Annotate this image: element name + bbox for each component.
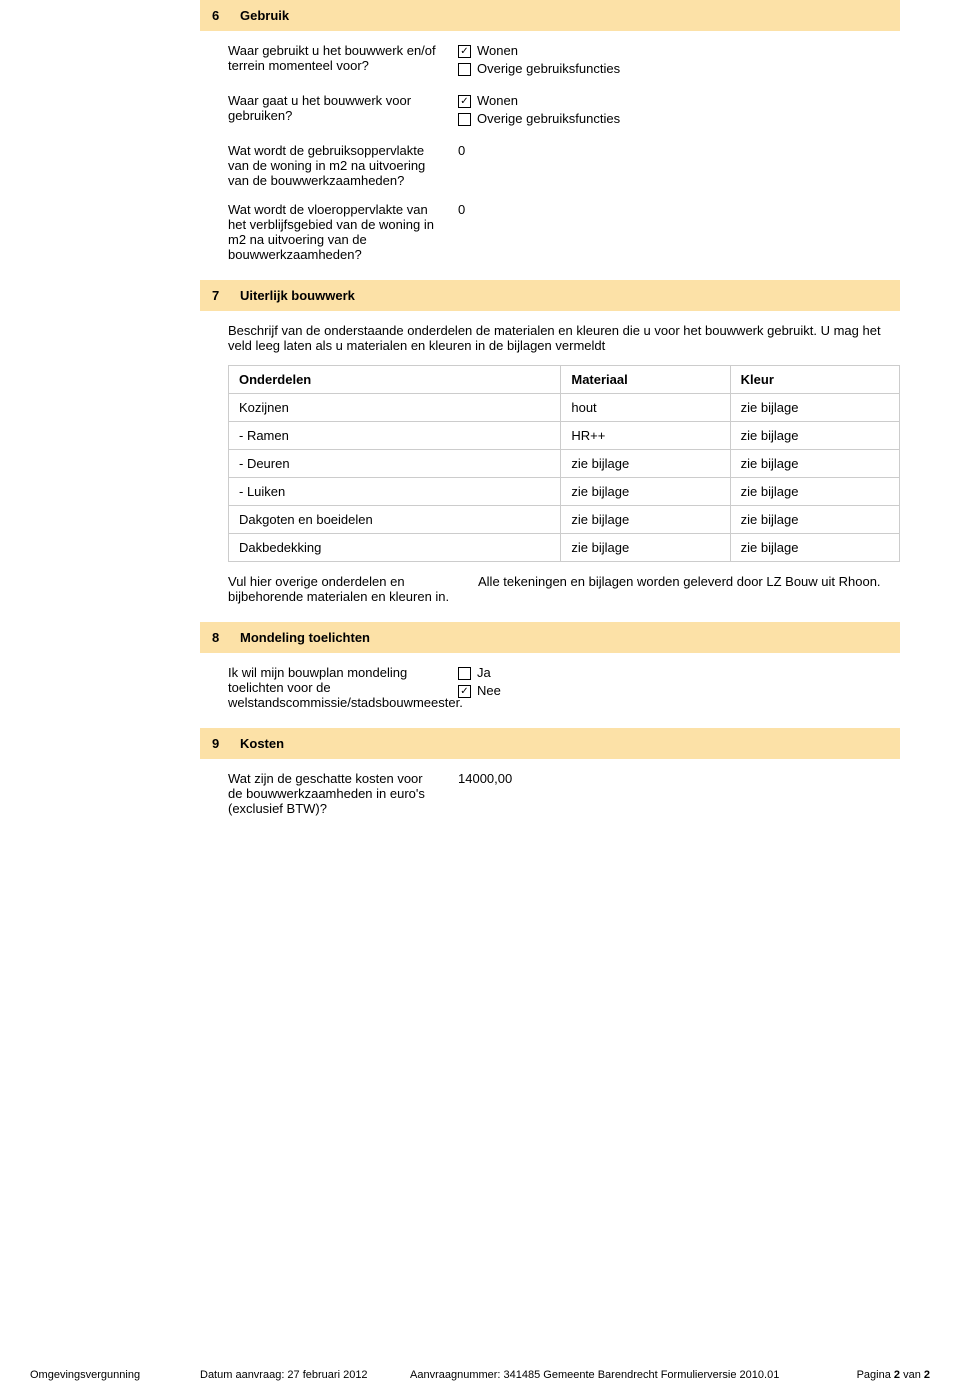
section-9-header: 9 Kosten (200, 728, 900, 759)
question-text: Wat zijn de geschatte kosten voor de bou… (228, 771, 458, 816)
section-6-header: 6 Gebruik (200, 0, 900, 31)
checkbox-label: Nee (477, 683, 501, 698)
table-cell: hout (561, 394, 730, 422)
section-8-header: 8 Mondeling toelichten (200, 622, 900, 653)
answer-value: 14000,00 (458, 771, 900, 816)
section-9-body: Wat zijn de geschatte kosten voor de bou… (228, 771, 900, 816)
footer-page: Pagina 2 van 2 (857, 1369, 930, 1381)
table-row: - Deurenzie bijlagezie bijlage (229, 450, 900, 478)
section-number: 9 (212, 736, 240, 751)
question-text: Wat wordt de gebruiksoppervlakte van de … (228, 143, 458, 188)
table-cell: Kozijnen (229, 394, 561, 422)
table-row: - Luikenzie bijlagezie bijlage (229, 478, 900, 506)
table-header: Onderdelen (229, 366, 561, 394)
question-text: Ik wil mijn bouwplan mondeling toelichte… (228, 665, 458, 710)
page-total: 2 (924, 1369, 930, 1381)
question-text: Waar gaat u het bouwwerk voor gebruiken? (228, 93, 458, 129)
section-7-header: 7 Uiterlijk bouwwerk (200, 280, 900, 311)
section-7-body: Beschrijf van de onderstaande onderdelen… (228, 323, 900, 604)
table-cell: zie bijlage (561, 506, 730, 534)
note-right: Alle tekeningen en bijlagen worden gelev… (478, 574, 900, 604)
table-cell: zie bijlage (730, 506, 899, 534)
checkbox-label: Wonen (477, 93, 518, 108)
answer-value: 0 (458, 202, 900, 262)
checkbox-wonen-current[interactable] (458, 45, 471, 58)
page-prefix: Pagina (857, 1369, 894, 1381)
checkbox-ja[interactable] (458, 667, 471, 680)
table-cell: HR++ (561, 422, 730, 450)
section-6-body: Waar gebruikt u het bouwwerk en/of terre… (228, 43, 900, 262)
checkbox-label: Ja (477, 665, 491, 680)
section-8-body: Ik wil mijn bouwplan mondeling toelichte… (228, 665, 900, 710)
section-title: Mondeling toelichten (240, 630, 370, 645)
question-text: Wat wordt de vloeroppervlakte van het ve… (228, 202, 458, 262)
table-cell: zie bijlage (730, 394, 899, 422)
section-number: 6 (212, 8, 240, 23)
page-footer: Omgevingsvergunning Datum aanvraag: 27 f… (0, 1369, 960, 1381)
checkbox-label: Overige gebruiksfuncties (477, 61, 620, 76)
table-cell: zie bijlage (730, 450, 899, 478)
table-cell: zie bijlage (561, 478, 730, 506)
table-row: Dakbedekkingzie bijlagezie bijlage (229, 534, 900, 562)
question-text: Waar gebruikt u het bouwwerk en/of terre… (228, 43, 458, 79)
answer-value: 0 (458, 143, 900, 188)
section-number: 7 (212, 288, 240, 303)
table-header: Materiaal (561, 366, 730, 394)
section-title: Gebruik (240, 8, 289, 23)
checkbox-label: Wonen (477, 43, 518, 58)
footer-date: Datum aanvraag: 27 februari 2012 (200, 1369, 410, 1381)
table-row: Kozijnenhoutzie bijlage (229, 394, 900, 422)
table-cell: Dakbedekking (229, 534, 561, 562)
checkbox-label: Overige gebruiksfuncties (477, 111, 620, 126)
checkbox-overige-current[interactable] (458, 63, 471, 76)
table-cell: - Ramen (229, 422, 561, 450)
footer-meta: Aanvraagnummer: 341485 Gemeente Barendre… (410, 1369, 857, 1381)
section-number: 8 (212, 630, 240, 645)
note-left: Vul hier overige onderdelen en bijbehore… (228, 574, 458, 604)
table-cell: zie bijlage (561, 534, 730, 562)
table-cell: - Luiken (229, 478, 561, 506)
section-title: Uiterlijk bouwwerk (240, 288, 355, 303)
table-cell: Dakgoten en boeidelen (229, 506, 561, 534)
checkbox-overige-future[interactable] (458, 113, 471, 126)
checkbox-wonen-future[interactable] (458, 95, 471, 108)
table-cell: - Deuren (229, 450, 561, 478)
table-cell: zie bijlage (561, 450, 730, 478)
table-cell: zie bijlage (730, 422, 899, 450)
table-row: - RamenHR++zie bijlage (229, 422, 900, 450)
footer-doc-type: Omgevingsvergunning (30, 1369, 200, 1381)
section-title: Kosten (240, 736, 284, 751)
table-row: Dakgoten en boeidelenzie bijlagezie bijl… (229, 506, 900, 534)
page-sep: van (900, 1369, 924, 1381)
materials-table: Onderdelen Materiaal Kleur Kozijnenhoutz… (228, 365, 900, 562)
section-description: Beschrijf van de onderstaande onderdelen… (228, 323, 900, 353)
table-header: Kleur (730, 366, 899, 394)
table-cell: zie bijlage (730, 534, 899, 562)
table-cell: zie bijlage (730, 478, 899, 506)
checkbox-nee[interactable] (458, 685, 471, 698)
